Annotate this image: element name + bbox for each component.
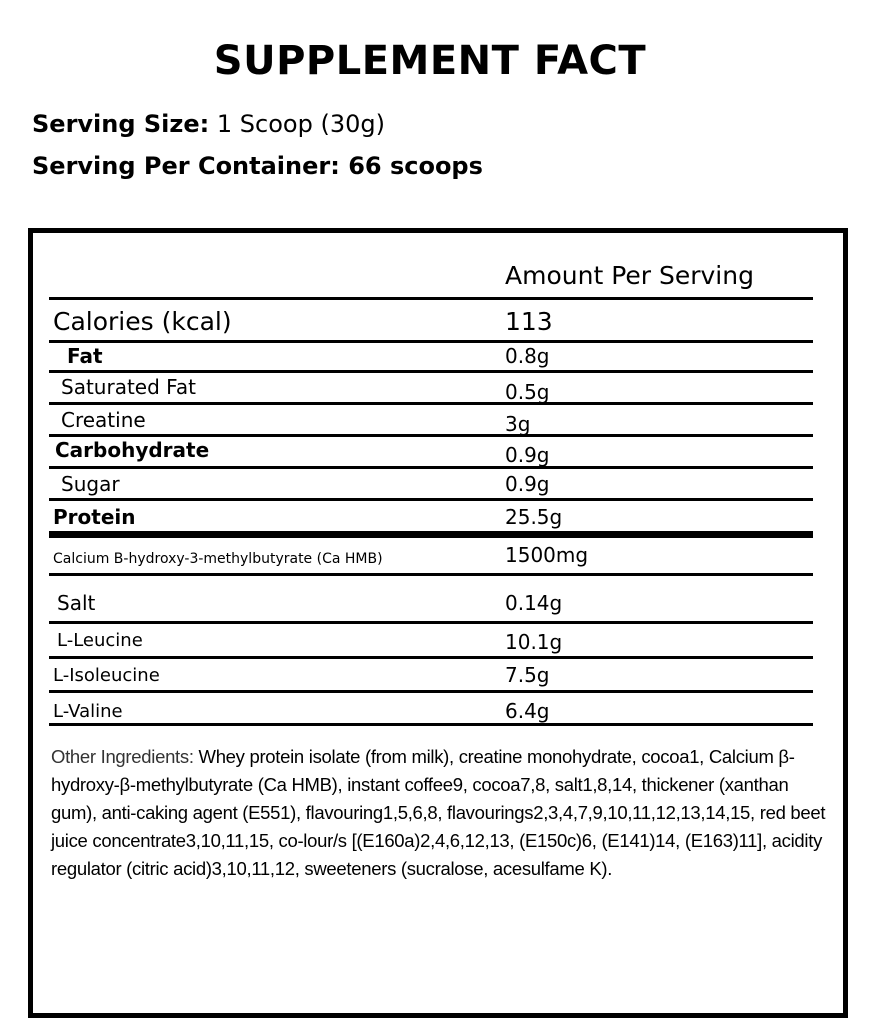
l-valine-value: 6.4g bbox=[505, 699, 550, 723]
protein-value: 25.5g bbox=[505, 505, 563, 529]
protein-label: Protein bbox=[53, 505, 136, 529]
l-valine-label: L-Valine bbox=[53, 701, 123, 722]
calories-label: Calories (kcal) bbox=[53, 307, 232, 336]
serving-size-value: 1 Scoop (30g) bbox=[216, 110, 385, 138]
divider bbox=[49, 370, 813, 373]
divider bbox=[49, 498, 813, 501]
other-ingredients-text: Whey protein isolate (from milk), creati… bbox=[51, 746, 826, 879]
other-ingredients-label: Other Ingredients: bbox=[51, 746, 194, 767]
divider bbox=[49, 434, 813, 437]
carbohydrate-label: Carbohydrate bbox=[55, 438, 210, 462]
l-leucine-label: L-Leucine bbox=[57, 630, 143, 651]
divider bbox=[49, 340, 813, 343]
salt-value: 0.14g bbox=[505, 591, 563, 615]
page-title: SUPPLEMENT FACT bbox=[213, 38, 647, 84]
l-leucine-value: 10.1g bbox=[505, 630, 563, 654]
serving-size: Serving Size: 1 Scoop (30g) bbox=[32, 110, 385, 138]
divider bbox=[49, 297, 813, 300]
fat-value: 0.8g bbox=[505, 344, 550, 368]
ca-hmb-label: Calcium B-hydroxy-3-methylbutyrate (Ca H… bbox=[53, 551, 383, 567]
ca-hmb-value: 1500mg bbox=[505, 543, 589, 567]
serving-size-label: Serving Size: bbox=[32, 110, 210, 138]
creatine-value: 3g bbox=[505, 412, 531, 436]
saturated-fat-value: 0.5g bbox=[505, 380, 550, 404]
servings-per-container: Serving Per Container: 66 scoops bbox=[32, 152, 483, 180]
fat-label: Fat bbox=[67, 344, 103, 368]
carbohydrate-value: 0.9g bbox=[505, 443, 550, 467]
thick-divider bbox=[49, 531, 813, 538]
salt-label: Salt bbox=[57, 591, 96, 615]
divider bbox=[49, 573, 813, 576]
calories-value: 113 bbox=[505, 307, 553, 336]
other-ingredients: Other Ingredients: Whey protein isolate … bbox=[51, 743, 831, 883]
creatine-label: Creatine bbox=[61, 408, 146, 432]
amount-per-serving-header: Amount Per Serving bbox=[505, 261, 754, 290]
l-isoleucine-value: 7.5g bbox=[505, 663, 550, 687]
saturated-fat-label: Saturated Fat bbox=[61, 375, 196, 399]
sugar-label: Sugar bbox=[61, 472, 120, 496]
divider bbox=[49, 690, 813, 693]
divider bbox=[49, 723, 813, 726]
divider bbox=[49, 402, 813, 405]
servings-per-container-value: 66 scoops bbox=[348, 152, 483, 180]
divider bbox=[49, 621, 813, 624]
servings-per-container-label: Serving Per Container: bbox=[32, 152, 340, 180]
l-isoleucine-label: L-Isoleucine bbox=[53, 665, 160, 686]
divider bbox=[49, 466, 813, 469]
sugar-value: 0.9g bbox=[505, 472, 550, 496]
facts-table: Amount Per Serving Calories (kcal) 113 F… bbox=[28, 228, 848, 1018]
divider bbox=[49, 656, 813, 659]
